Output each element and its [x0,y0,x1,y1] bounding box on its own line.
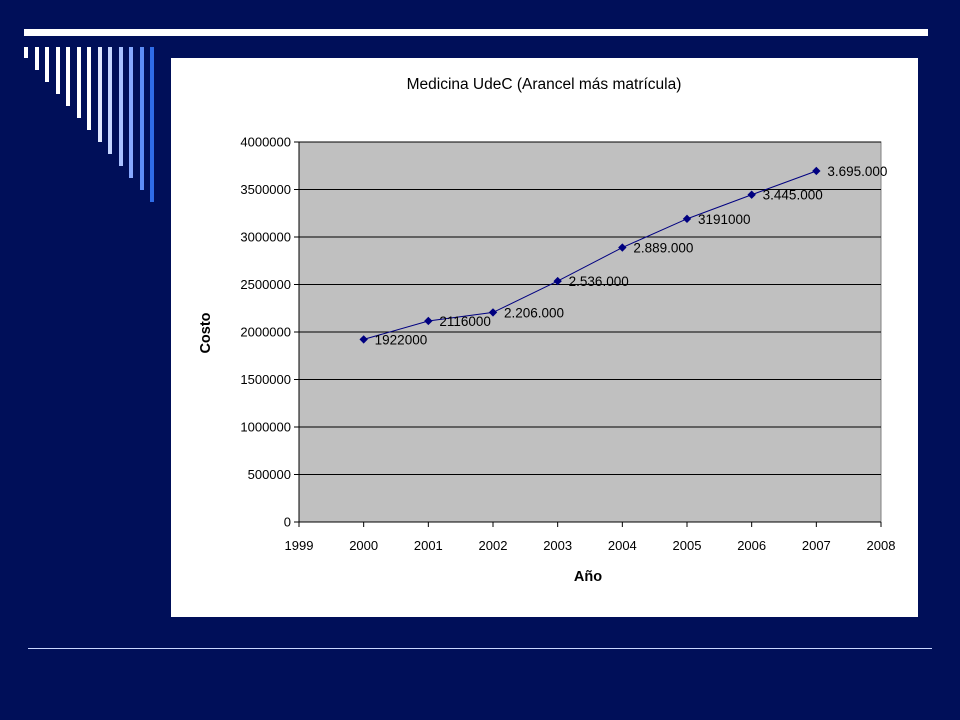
data-label: 3.695.000 [827,164,887,179]
bottom-rule [28,648,932,649]
data-label: 3.445.000 [763,188,823,203]
decorative-stripe [97,47,102,142]
plot-group: 0 500000 1000000 1500000 2000000 2500000 30000… [240,135,895,554]
data-label: 2116000 [439,314,491,329]
decorative-stripe [150,47,154,202]
decorative-stripe [45,47,49,82]
data-point-marker [747,190,756,199]
decorative-stripe [76,47,81,118]
data-label: 1922000 [375,332,428,347]
chart-title: Medicina UdeC (Arancel más matrícula) [407,76,682,93]
x-tick-label: 2007 [802,538,831,553]
data-label: 2.889.000 [633,241,693,256]
chart-panel: Medicina UdeC (Arancel más matrícula) Añ… [171,58,918,617]
y-tick-label: 3000000 [240,230,291,245]
decorative-stripe [108,47,112,154]
x-tick-label: 1999 [285,538,314,553]
y-tick-label: 3500000 [240,182,291,197]
y-tick-label: 1000000 [240,420,291,435]
y-tick-label: 2500000 [240,277,291,292]
data-label: 2.206.000 [504,305,564,320]
decorative-stripe [34,47,39,70]
y-tick-label: 2000000 [240,325,291,340]
top-rule [24,29,928,36]
decorative-stripe [129,47,133,178]
x-tick-label: 2008 [867,538,896,553]
x-axis-title: Año [574,569,602,585]
y-tick-label: 1500000 [240,372,291,387]
decorative-stripe [87,47,91,130]
y-tick-label: 500000 [248,467,291,482]
x-tick-label: 2005 [673,538,702,553]
decorative-stripe [139,47,144,190]
line-chart: Medicina UdeC (Arancel más matrícula) Añ… [198,76,895,585]
x-tick-label: 2003 [543,538,572,553]
y-axis-title: Costo [198,312,214,353]
data-point-marker [424,316,433,326]
x-tick-label: 2006 [737,538,766,553]
data-point-marker [359,335,368,344]
decorative-stripe [66,47,70,106]
x-tick-label: 2002 [479,538,508,553]
y-tick-label: 0 [284,515,291,530]
data-label: 3191000 [698,212,751,227]
data-point-marker [682,214,692,224]
y-tick-label: 4000000 [240,135,291,150]
data-label: 2.536.000 [569,274,629,289]
decorative-stripe [55,47,60,94]
decorative-stripe [118,47,123,166]
x-tick-label: 2004 [608,538,637,553]
x-tick-label: 2001 [414,538,443,553]
data-point-marker [812,166,821,176]
x-tick-label: 2000 [349,538,378,553]
decorative-stripe [24,47,28,58]
series-line [363,170,817,340]
data-point-marker [488,308,498,317]
